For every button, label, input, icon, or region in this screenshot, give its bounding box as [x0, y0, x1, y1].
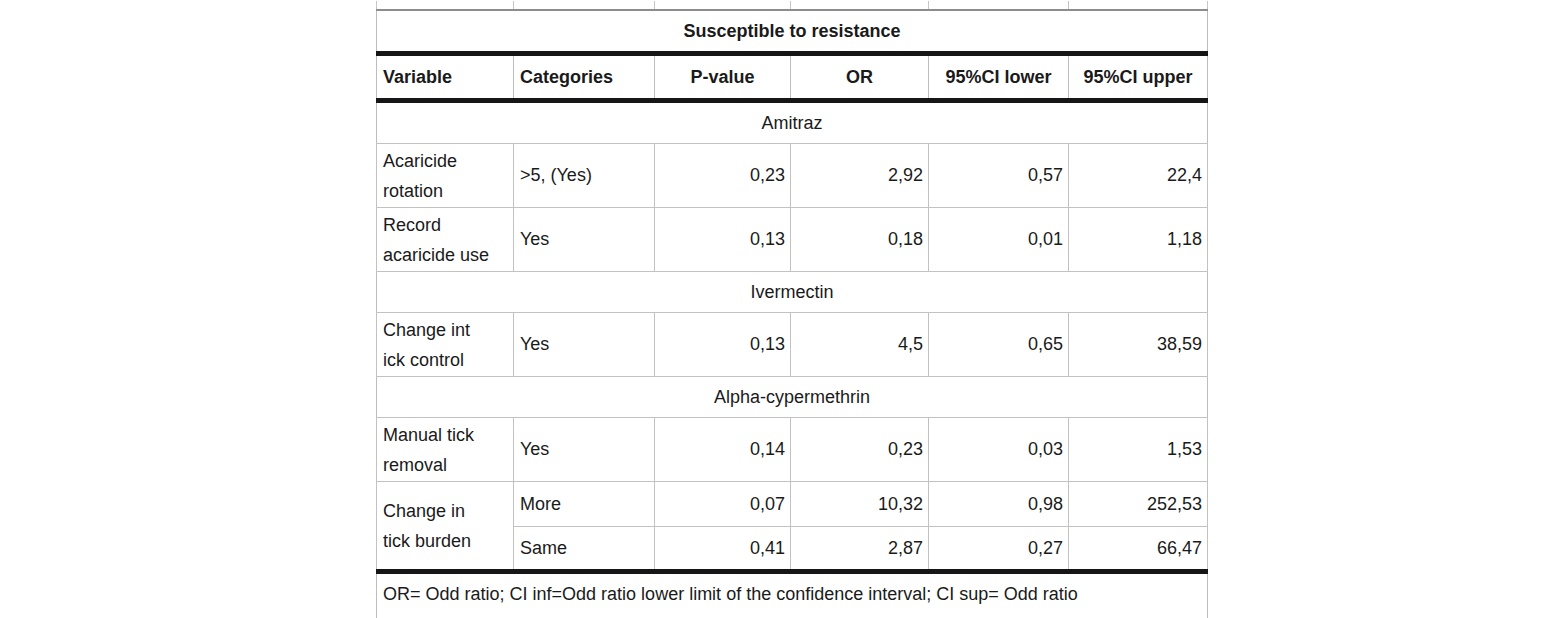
cell-ci-upper: 22,4 [1069, 144, 1208, 208]
variable-line: Acaricide [383, 146, 512, 176]
cell-ci-upper: 66,47 [1069, 527, 1208, 572]
cell-category: More [514, 482, 655, 527]
column-header-row: Variable Categories P-value OR 95%CI low… [377, 54, 1208, 101]
cell-or: 2,87 [791, 527, 929, 572]
footnote-row: OR= Odd ratio; CI inf=Odd ratio lower li… [377, 572, 1208, 618]
column-header-or: OR [791, 54, 929, 101]
cell-or: 0,18 [791, 208, 929, 272]
cell-category: Yes [514, 208, 655, 272]
section-row-ivermectin: Ivermectin [377, 272, 1208, 313]
cell-category: Same [514, 527, 655, 572]
variable-line: rotation [383, 176, 512, 206]
cell-variable: Acaricide rotation [377, 144, 514, 208]
table-title: Susceptible to resistance [377, 10, 1208, 54]
column-header-p-value: P-value [655, 54, 791, 101]
cell-variable: Manual tick removal [377, 418, 514, 482]
column-header-variable: Variable [377, 54, 514, 101]
data-row: Record acaricide use Yes 0,13 0,18 0,01 … [377, 208, 1208, 272]
cell-category: Yes [514, 313, 655, 377]
column-header-ci-upper: 95%CI upper [1069, 54, 1208, 101]
variable-line: tick burden [383, 526, 512, 556]
section-row-alpha-cypermethrin: Alpha-cypermethrin [377, 377, 1208, 418]
title-row: Susceptible to resistance [377, 10, 1208, 54]
cell-or: 4,5 [791, 313, 929, 377]
cell-ci-lower: 0,03 [929, 418, 1069, 482]
cell-ci-lower: 0,01 [929, 208, 1069, 272]
stub-cell [377, 1, 514, 10]
cell-p-value: 0,14 [655, 418, 791, 482]
cell-ci-lower: 0,98 [929, 482, 1069, 527]
cell-ci-lower: 0,57 [929, 144, 1069, 208]
variable-line: acaricide use [383, 240, 512, 270]
data-row: Change in tick burden More 0,07 10,32 0,… [377, 482, 1208, 527]
section-label: Ivermectin [377, 272, 1208, 313]
stub-cell [791, 1, 929, 10]
cell-category: >5, (Yes) [514, 144, 655, 208]
variable-line: Record [383, 210, 512, 240]
cell-p-value: 0,23 [655, 144, 791, 208]
cell-ci-upper: 1,53 [1069, 418, 1208, 482]
column-header-ci-lower: 95%CI lower [929, 54, 1069, 101]
cell-or: 0,23 [791, 418, 929, 482]
data-row: Acaricide rotation >5, (Yes) 0,23 2,92 0… [377, 144, 1208, 208]
results-table-container: Susceptible to resistance Variable Categ… [376, 1, 1207, 618]
cell-p-value: 0,07 [655, 482, 791, 527]
cell-p-value: 0,41 [655, 527, 791, 572]
stub-cell [655, 1, 791, 10]
cell-ci-upper: 252,53 [1069, 482, 1208, 527]
cell-p-value: 0,13 [655, 208, 791, 272]
variable-line: Change int [383, 315, 512, 345]
results-table: Susceptible to resistance Variable Categ… [376, 1, 1208, 618]
top-edge-stub [377, 1, 1208, 10]
variable-line: Manual tick [383, 420, 512, 450]
section-label: Alpha-cypermethrin [377, 377, 1208, 418]
section-row-amitraz: Amitraz [377, 101, 1208, 144]
cell-category: Yes [514, 418, 655, 482]
cell-ci-upper: 1,18 [1069, 208, 1208, 272]
stub-cell [929, 1, 1069, 10]
footnote: OR= Odd ratio; CI inf=Odd ratio lower li… [377, 572, 1208, 618]
cell-variable: Record acaricide use [377, 208, 514, 272]
cell-p-value: 0,13 [655, 313, 791, 377]
data-row: Change int ick control Yes 0,13 4,5 0,65… [377, 313, 1208, 377]
cell-variable: Change int ick control [377, 313, 514, 377]
cell-or: 10,32 [791, 482, 929, 527]
cell-ci-upper: 38,59 [1069, 313, 1208, 377]
variable-line: Change in [383, 496, 512, 526]
variable-line: ick control [383, 345, 512, 375]
variable-line: removal [383, 450, 512, 480]
column-header-categories: Categories [514, 54, 655, 101]
cell-ci-lower: 0,27 [929, 527, 1069, 572]
data-row: Manual tick removal Yes 0,14 0,23 0,03 1… [377, 418, 1208, 482]
cell-or: 2,92 [791, 144, 929, 208]
footnote-line: OR= Odd ratio; CI inf=Odd ratio lower li… [383, 579, 1199, 610]
cell-ci-lower: 0,65 [929, 313, 1069, 377]
footnote-line: upper limit of the confidence interval. [383, 610, 1199, 618]
stub-cell [1069, 1, 1208, 10]
section-label: Amitraz [377, 101, 1208, 144]
stub-cell [514, 1, 655, 10]
cell-variable-merged: Change in tick burden [377, 482, 514, 572]
